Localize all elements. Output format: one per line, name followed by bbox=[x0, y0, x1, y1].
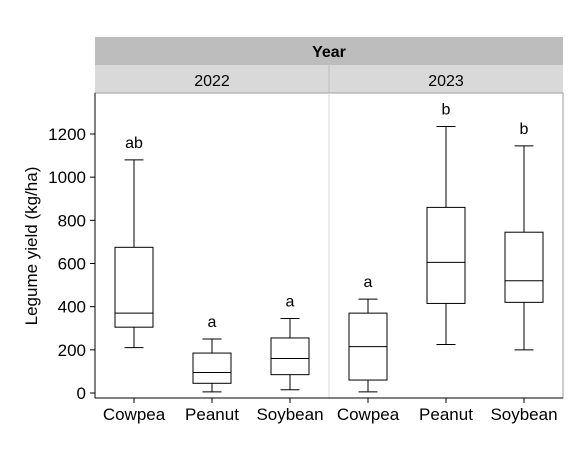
significance-letter-2022-soybean: a bbox=[286, 294, 295, 311]
iqr-box-2022-cowpea bbox=[114, 246, 154, 328]
iqr-box-2022-soybean bbox=[270, 337, 310, 376]
panel-label-2022: 2022 bbox=[194, 73, 230, 90]
y-tick-label-0: 0 bbox=[77, 384, 86, 403]
significance-letter-2022-peanut: a bbox=[208, 314, 217, 331]
significance-letter-2023-peanut: b bbox=[442, 101, 451, 118]
iqr-box-2022-peanut bbox=[192, 352, 232, 384]
box-2023-cowpea: a bbox=[348, 274, 388, 393]
significance-letter-2023-cowpea: a bbox=[364, 274, 373, 291]
box-2022-peanut: a bbox=[192, 314, 232, 393]
panel-label-2023: 2023 bbox=[428, 73, 464, 90]
facet-title: Year bbox=[312, 44, 346, 61]
y-tick-label-1200: 1200 bbox=[48, 125, 86, 144]
x-tick-label-2023-soybean: Soybean bbox=[490, 405, 557, 424]
box-2023-soybean: b bbox=[504, 121, 544, 351]
x-tick-label-2023-peanut: Peanut bbox=[419, 405, 473, 424]
y-tick-label-1000: 1000 bbox=[48, 168, 86, 187]
iqr-box-2023-peanut bbox=[426, 206, 466, 304]
y-tick-label-200: 200 bbox=[58, 341, 86, 360]
x-tick-label-2022-soybean: Soybean bbox=[256, 405, 323, 424]
y-axis-title: Legume yield (kg/ha) bbox=[22, 167, 41, 326]
y-tick-label-400: 400 bbox=[58, 298, 86, 317]
panel-strip-2023-background bbox=[329, 65, 563, 93]
iqr-box-2023-soybean bbox=[504, 231, 544, 303]
box-2022-soybean: a bbox=[270, 294, 310, 391]
y-tick-label-800: 800 bbox=[58, 211, 86, 230]
x-axis: Cowpea Peanut Soybean Cowpea Peanut Soybean bbox=[95, 397, 563, 424]
x-tick-label-2023-cowpea: Cowpea bbox=[337, 405, 400, 424]
y-tick-label-600: 600 bbox=[58, 255, 86, 274]
significance-letter-2022-cowpea: ab bbox=[125, 135, 143, 152]
significance-letter-2023-soybean: b bbox=[520, 121, 529, 138]
y-axis: 0 200 400 600 800 1000 1200 bbox=[48, 93, 96, 403]
box-2022-cowpea: ab bbox=[114, 135, 154, 349]
x-tick-label-2022-cowpea: Cowpea bbox=[103, 405, 166, 424]
facet-strip-title-background bbox=[95, 37, 563, 65]
x-tick-label-2022-peanut: Peanut bbox=[185, 405, 239, 424]
box-2023-peanut: b bbox=[426, 101, 466, 345]
panel-strip-2022-background bbox=[95, 65, 329, 93]
